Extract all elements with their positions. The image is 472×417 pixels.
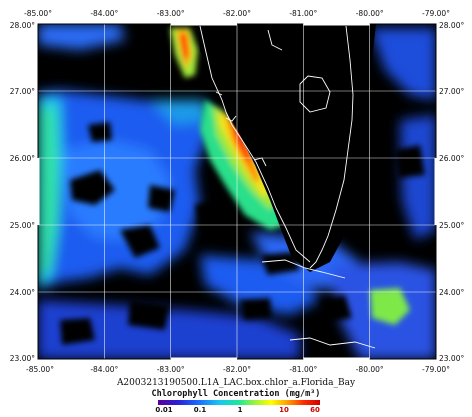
colorbar [158,400,320,405]
lat-label-right: 24.00° [439,288,464,297]
florida-peninsula [198,24,376,272]
lon-label-top: -82.00° [223,9,251,18]
lat-label-right: 26.00° [439,154,464,163]
colorbar-tick: 60 [310,406,320,414]
lon-label-bottom: -84.00° [90,365,118,374]
lon-label-bottom: -79.00° [422,365,450,374]
lat-label-left: 26.00° [10,154,35,163]
lat-label-right: 23.00° [439,354,464,363]
colorbar-tick: 10 [279,406,289,414]
lat-label-right: 25.00° [439,221,464,230]
top-longitude-labels: -85.00° -84.00° -83.00° -82.00° -81.00° … [24,9,450,18]
lon-label-bottom: -83.00° [157,365,185,374]
image-filename: A2003213190500.L1A_LAC.box.chlor_a.Flori… [116,378,356,388]
lon-label-top: -80.00° [356,9,384,18]
lat-label-left: 25.00° [10,221,35,230]
colorbar-title: Chlorophyll Concentration (mg/m³) [151,389,321,399]
lat-label-left: 23.00° [10,354,35,363]
lat-label-left: 28.00° [10,21,35,30]
colorbar-tick: 0.1 [193,406,207,414]
edge-ticks [36,22,438,361]
lat-label-right: 28.00° [439,21,464,30]
lon-label-bottom: -81.00° [289,365,317,374]
coastal-bloom [170,28,410,325]
lon-label-bottom: -82.00° [223,365,251,374]
left-latitude-labels: 28.00° 27.00° 26.00° 25.00° 24.00° 23.00… [10,21,35,363]
right-latitude-labels: 28.00° 27.00° 26.00° 25.00° 24.00° 23.00… [439,21,464,363]
colorbar-tick: 0.01 [155,406,173,414]
colorbar-tick: 1 [237,406,243,414]
lat-label-right: 27.00° [439,87,464,96]
cloud-mask [60,122,425,345]
lon-label-top: -81.00° [289,9,317,18]
lon-label-top: -79.00° [422,9,450,18]
lon-label-top: -83.00° [157,9,185,18]
lon-label-bottom: -80.00° [356,365,384,374]
lon-label-top: -85.00° [24,9,52,18]
lon-label-top: -84.00° [90,9,118,18]
lat-label-left: 24.00° [10,288,35,297]
bottom-longitude-labels: -85.00° -84.00° -83.00° -82.00° -81.00° … [26,365,450,374]
graticule [38,24,436,359]
lon-label-bottom: -85.00° [26,365,54,374]
lat-label-left: 27.00° [10,87,35,96]
